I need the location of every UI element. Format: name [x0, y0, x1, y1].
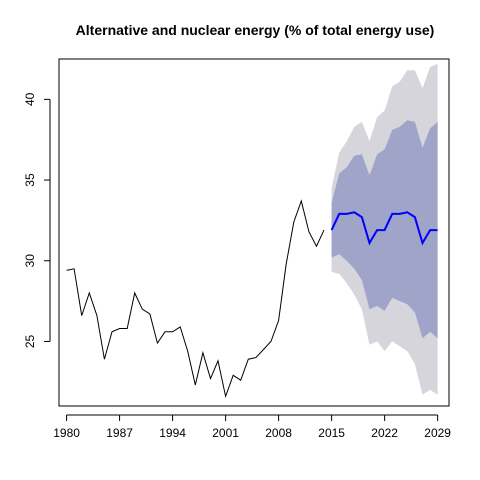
plot-frame	[58, 58, 450, 407]
forecast-line	[330, 211, 438, 246]
chart-title: Alternative and nuclear energy (% of tot…	[76, 22, 435, 38]
axes: 1980 1987 1994 2001 2008 2015 2022 2029 25 30 35 40	[23, 58, 451, 440]
x-tick-label: 1987	[106, 426, 133, 440]
x-tick-label: 2029	[424, 426, 451, 440]
x-tick-label: 2015	[318, 426, 345, 440]
x-tick-label: 2008	[265, 426, 292, 440]
y-tick-label: 30	[23, 254, 37, 268]
x-tick-label: 1994	[159, 426, 186, 440]
x-tick-label: 2001	[212, 426, 239, 440]
x-tick-label: 2022	[371, 426, 398, 440]
x-tick-label: 1980	[53, 426, 80, 440]
y-tick-label: 25	[23, 334, 37, 348]
y-tick-label: 35	[23, 173, 37, 187]
series-lines	[66, 199, 438, 399]
history-line	[66, 199, 325, 399]
y-tick-label: 40	[23, 92, 37, 106]
